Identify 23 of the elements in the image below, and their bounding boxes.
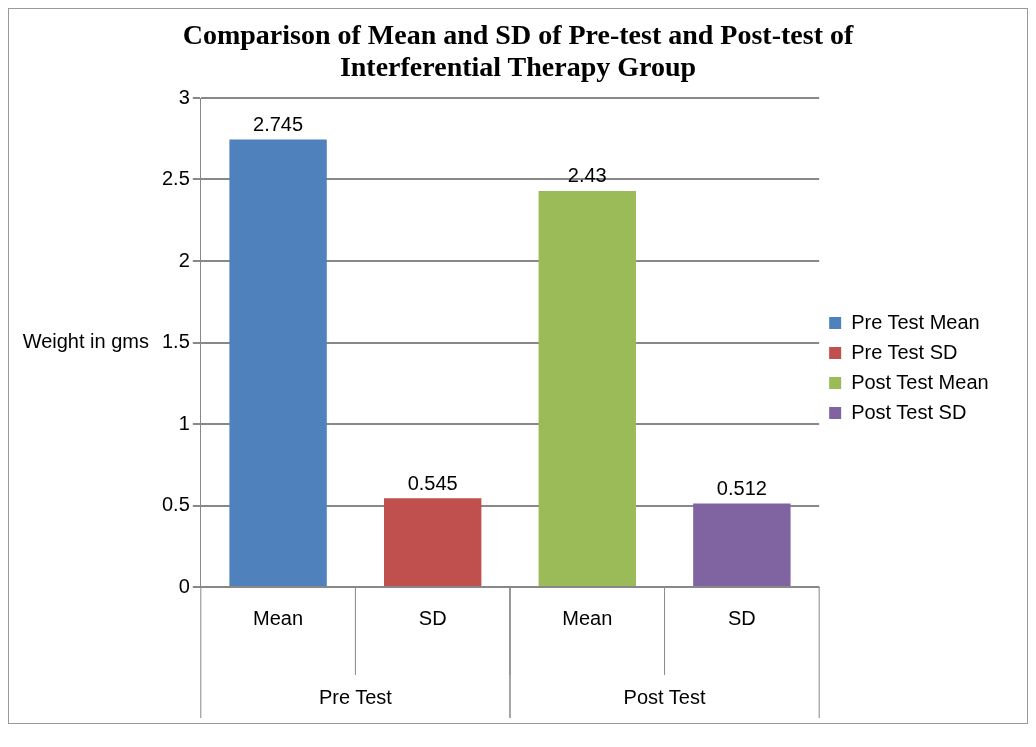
text: Post Test xyxy=(623,685,706,708)
data-label: 0.512 xyxy=(716,477,767,500)
x-tick-label: SD xyxy=(727,606,756,629)
legend-label: Pre Test Mean xyxy=(851,310,980,333)
y-tick-label: 0.5 xyxy=(161,493,190,516)
legend-label: Pre Test SD xyxy=(851,340,958,363)
x-tick-label: Mean xyxy=(562,606,613,629)
legend-label: Post Test SD xyxy=(851,400,967,423)
text: Pre Test xyxy=(318,685,393,708)
y-axis-title: Weight in gms xyxy=(22,330,149,353)
x-tick-label: SD xyxy=(418,606,447,629)
y-tick-label: 2 xyxy=(178,248,190,271)
data-label: 0.545 xyxy=(407,471,458,494)
y-tick-label: 0 xyxy=(178,574,190,597)
x-tick-label: Mean xyxy=(253,606,304,629)
y-tick-label: 2.5 xyxy=(161,167,190,190)
legend-label: Post Test Mean xyxy=(851,370,989,393)
data-label: 2.43 xyxy=(567,164,607,187)
y-tick-label: 1 xyxy=(178,411,190,434)
chart-title: Comparison of Mean and SD of Pre-test and Post-test of Interferential Therapy Group xyxy=(181,19,855,83)
y-tick-label: 3 xyxy=(178,85,190,108)
y-tick-label: 1.5 xyxy=(161,330,190,353)
data-label: 2.745 xyxy=(253,113,304,136)
